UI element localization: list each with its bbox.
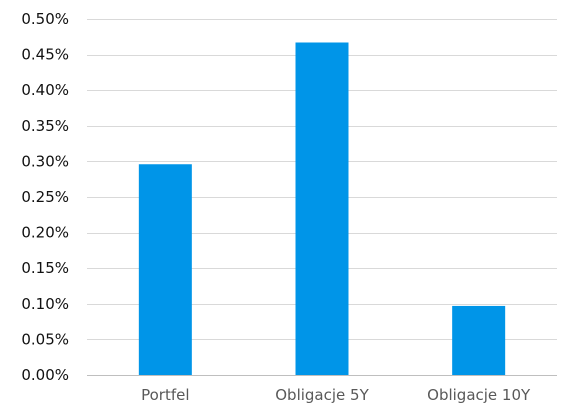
- y-tick-label: 0.10%: [21, 295, 69, 313]
- x-axis-labels: Portfel Obligacje 5Y Obligacje 10Y: [141, 386, 531, 404]
- bar-obligacje-10y: [452, 305, 506, 375]
- y-tick-label: 0.30%: [21, 152, 69, 170]
- y-tick-label: 0.35%: [21, 117, 69, 135]
- x-tick-label: Obligacje 5Y: [275, 386, 369, 404]
- bar-obligacje-5y: [295, 42, 349, 375]
- x-tick-label: Portfel: [141, 386, 189, 404]
- y-tick-label: 0.40%: [21, 81, 69, 99]
- y-tick-label: 0.20%: [21, 224, 69, 242]
- y-tick-label: 0.15%: [21, 259, 69, 277]
- y-tick-label: 0.25%: [21, 188, 69, 206]
- y-tick-label: 0.50%: [21, 10, 69, 28]
- y-tick-label: 0.05%: [21, 330, 69, 348]
- y-axis-ticks: 0.00% 0.05% 0.10% 0.15% 0.20% 0.25% 0.30% 0.35%…: [21, 10, 69, 384]
- y-tick-label: 0.00%: [21, 366, 69, 384]
- bars: [138, 42, 506, 375]
- bar-portfel: [138, 164, 192, 375]
- x-tick-label: Obligacje 10Y: [427, 386, 531, 404]
- y-tick-label: 0.45%: [21, 46, 69, 64]
